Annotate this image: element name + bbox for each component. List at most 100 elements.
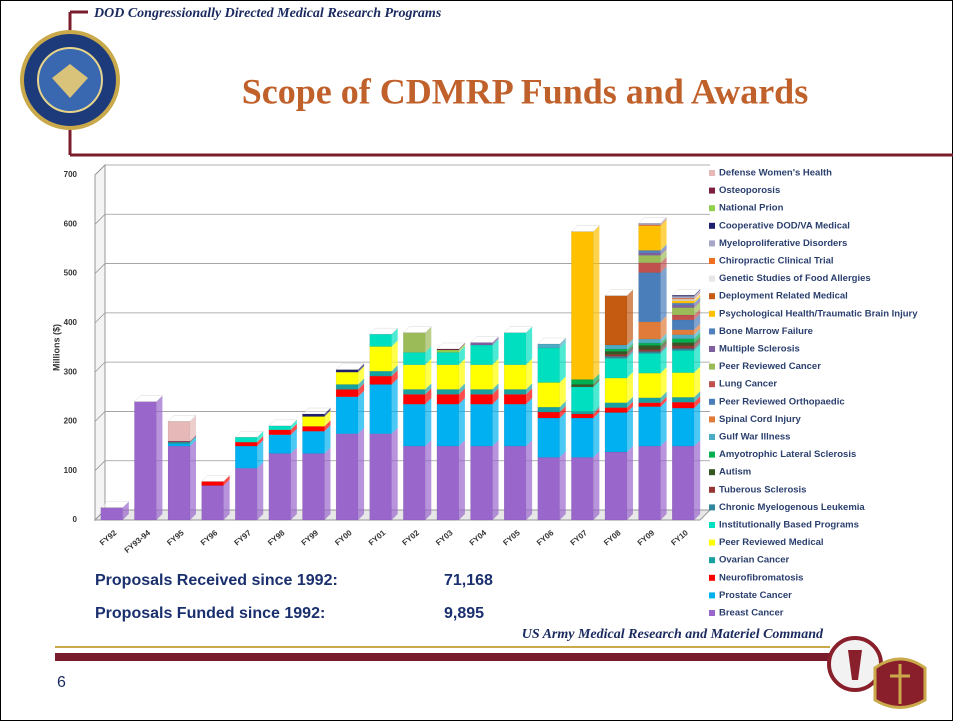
bar-segment bbox=[436, 352, 460, 365]
bar-side bbox=[660, 256, 667, 273]
bar-segment bbox=[436, 349, 460, 353]
bar-top bbox=[201, 475, 231, 482]
bar-segment bbox=[302, 413, 325, 417]
bar-side bbox=[257, 440, 264, 469]
bar-segment bbox=[671, 334, 695, 339]
bar-side bbox=[660, 367, 667, 398]
legend-swatch bbox=[709, 363, 715, 370]
bar-segment bbox=[671, 338, 695, 343]
bar-segment bbox=[503, 445, 527, 521]
legend-label: Gulf War Illness bbox=[719, 432, 790, 443]
bar-segment bbox=[604, 356, 628, 359]
y-tick-label: 600 bbox=[64, 219, 78, 228]
bar-segment bbox=[571, 413, 594, 419]
bar-side bbox=[660, 347, 667, 374]
bar-side bbox=[526, 388, 533, 405]
legend-swatch bbox=[709, 398, 715, 405]
bar-segment bbox=[436, 445, 460, 521]
bar-side bbox=[593, 408, 600, 418]
bar-side bbox=[626, 406, 633, 452]
bar-segment bbox=[638, 272, 661, 323]
bar-segment bbox=[503, 364, 527, 390]
bar-segment bbox=[638, 225, 661, 251]
bar-side bbox=[526, 326, 533, 365]
bar-segment bbox=[638, 252, 661, 256]
bar-segment bbox=[671, 319, 695, 330]
bar-side bbox=[190, 437, 197, 447]
bar-side bbox=[660, 339, 667, 350]
bar-side bbox=[694, 313, 701, 330]
bar-segment bbox=[167, 443, 191, 447]
stat-label: Proposals Funded since 1992: bbox=[95, 605, 325, 622]
legend-swatch bbox=[709, 240, 715, 247]
grid-line bbox=[94, 214, 106, 225]
bar-side bbox=[660, 315, 667, 340]
bar-side bbox=[458, 342, 465, 350]
bar-side bbox=[694, 308, 701, 320]
bar-segment bbox=[604, 344, 628, 350]
bar-side bbox=[626, 445, 633, 520]
bar-side bbox=[526, 383, 533, 395]
bar-segment bbox=[604, 358, 628, 379]
bar-segment bbox=[671, 307, 695, 316]
bar-segment bbox=[638, 372, 661, 398]
bar-side bbox=[694, 366, 701, 398]
bar-top bbox=[402, 326, 432, 333]
legend-swatch bbox=[709, 275, 715, 282]
bar-side bbox=[391, 365, 398, 377]
legend-swatch bbox=[709, 222, 715, 229]
bar-segment bbox=[571, 379, 594, 385]
bar-top bbox=[133, 395, 163, 402]
bar-side bbox=[694, 299, 701, 308]
bar-segment bbox=[638, 338, 661, 344]
bar-side bbox=[358, 366, 365, 385]
bar-segment bbox=[671, 350, 695, 373]
bar-side bbox=[223, 475, 230, 486]
y-tick-label: 100 bbox=[64, 466, 78, 475]
legend-swatch bbox=[709, 328, 715, 335]
legend-swatch bbox=[709, 346, 715, 352]
bar-segment bbox=[100, 507, 124, 521]
bar-side bbox=[122, 501, 129, 520]
legend-label: Myeloproliferative Disorders bbox=[719, 238, 847, 249]
bar-side bbox=[559, 341, 566, 383]
bar-segment bbox=[604, 351, 628, 355]
bar-side bbox=[593, 451, 600, 520]
bar-segment bbox=[268, 429, 292, 435]
bar-side bbox=[257, 462, 264, 520]
legend-swatch bbox=[709, 205, 715, 212]
bar-side bbox=[492, 358, 499, 390]
bar-side bbox=[694, 440, 701, 520]
legend-swatch bbox=[709, 434, 715, 440]
bar-segment bbox=[604, 407, 628, 413]
bar-side bbox=[660, 218, 667, 226]
bar-side bbox=[626, 352, 633, 379]
bar-side bbox=[458, 398, 465, 447]
y-tick-label: 500 bbox=[64, 269, 78, 278]
bar-segment bbox=[604, 377, 628, 403]
bar-segment bbox=[470, 344, 493, 365]
grid-line bbox=[94, 164, 106, 176]
legend-swatch bbox=[709, 451, 715, 458]
bar-side bbox=[324, 447, 331, 520]
legend-label: Cooperative DOD/VA Medical bbox=[719, 220, 850, 231]
bar-side bbox=[358, 378, 365, 390]
legend-label: Peer Reviewed Medical bbox=[719, 537, 824, 548]
legend-label: Autism bbox=[719, 467, 751, 478]
bar-top bbox=[570, 225, 600, 232]
bar-side bbox=[425, 388, 432, 405]
bar-segment bbox=[638, 262, 661, 273]
bar-segment bbox=[638, 255, 661, 263]
bar-segment bbox=[302, 431, 325, 454]
bar-segment bbox=[369, 333, 392, 347]
bar-side bbox=[694, 332, 701, 343]
bar-segment bbox=[335, 369, 359, 373]
bar-segment bbox=[403, 389, 426, 395]
legend-label: Breast Cancer bbox=[719, 608, 784, 619]
bar-segment bbox=[638, 345, 661, 350]
y-tick-label: 400 bbox=[64, 318, 78, 327]
bar-side bbox=[660, 400, 667, 447]
y-axis-label: Millions ($) bbox=[51, 324, 61, 371]
bar-side bbox=[190, 435, 197, 443]
